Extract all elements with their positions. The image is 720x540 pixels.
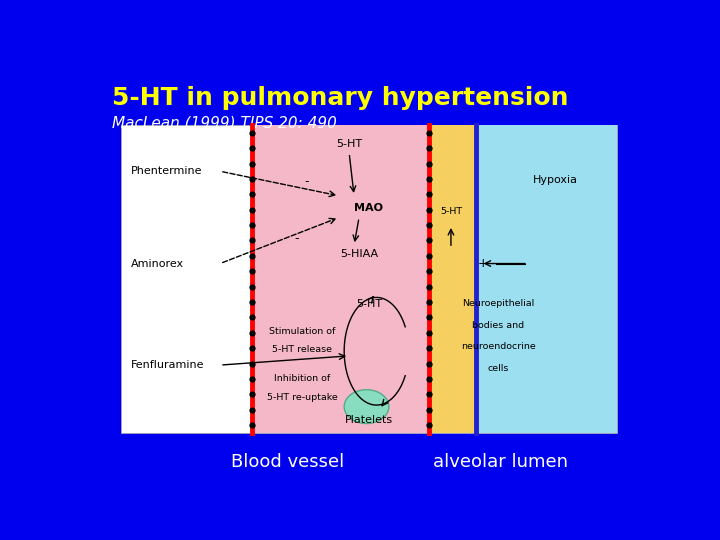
- Text: Aminorex: Aminorex: [130, 259, 184, 268]
- Text: bodies and: bodies and: [472, 321, 524, 329]
- Text: 5-HT re-uptake: 5-HT re-uptake: [266, 393, 338, 402]
- Bar: [252, 125, 428, 433]
- Text: Neuroepithelial: Neuroepithelial: [462, 299, 534, 308]
- Text: Phentermine: Phentermine: [130, 166, 202, 176]
- Text: 5-HT release: 5-HT release: [272, 345, 332, 354]
- Bar: [121, 125, 617, 433]
- Text: cells: cells: [487, 363, 509, 373]
- Text: 5-HT in pulmonary hypertension: 5-HT in pulmonary hypertension: [112, 86, 569, 110]
- Text: -: -: [305, 176, 309, 188]
- Ellipse shape: [344, 390, 389, 423]
- Text: alveolar lumen: alveolar lumen: [433, 453, 567, 471]
- Bar: [476, 125, 617, 433]
- Text: +: +: [478, 257, 489, 270]
- Text: MAO: MAO: [354, 203, 384, 213]
- Text: MacLean (1999) TIPS 20: 490: MacLean (1999) TIPS 20: 490: [112, 116, 337, 131]
- Text: Fenfluramine: Fenfluramine: [130, 360, 204, 370]
- Text: 5-HIAA: 5-HIAA: [340, 249, 378, 259]
- Text: Platelets: Platelets: [345, 415, 393, 426]
- Text: Inhibition of: Inhibition of: [274, 374, 330, 383]
- Text: Blood vessel: Blood vessel: [231, 453, 345, 471]
- Text: neuroendocrine: neuroendocrine: [461, 342, 536, 351]
- Text: 5-HT: 5-HT: [356, 299, 382, 308]
- Text: Hypoxia: Hypoxia: [533, 176, 578, 185]
- Text: Stimulation of: Stimulation of: [269, 327, 335, 336]
- Text: 5-HT: 5-HT: [336, 139, 362, 148]
- Text: 5-HT: 5-HT: [440, 207, 462, 216]
- Bar: [428, 125, 476, 433]
- Text: -: -: [294, 232, 300, 246]
